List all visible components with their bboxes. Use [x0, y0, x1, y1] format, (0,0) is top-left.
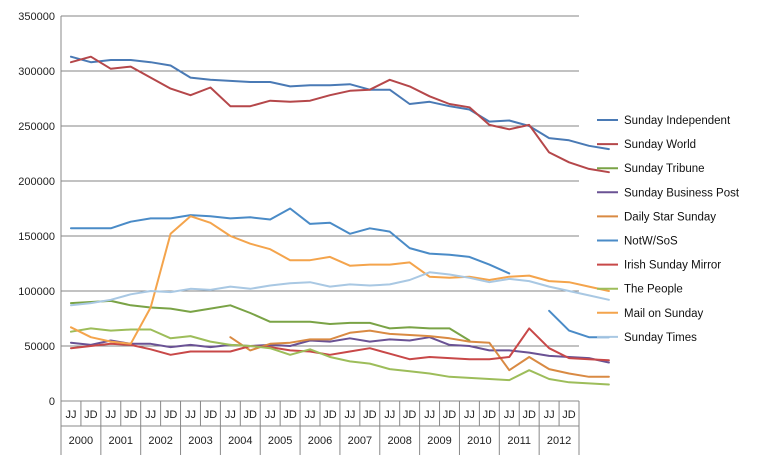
y-tick-label: 150000: [18, 231, 55, 243]
series-line-irish-sunday-mirror: [69, 327, 610, 362]
y-tick-label: 0: [49, 396, 55, 408]
series-line-sunday-times: [69, 271, 610, 307]
x-period-label: JJ: [145, 409, 156, 421]
x-period-label: JJ: [105, 409, 116, 421]
x-period-label: JD: [164, 409, 178, 421]
x-period-label: JD: [522, 409, 536, 421]
x-period-label: JJ: [65, 409, 76, 421]
x-year-label: 2004: [228, 435, 252, 447]
y-tick-label: 100000: [18, 286, 55, 298]
x-year-label: 2005: [268, 435, 292, 447]
legend-label: Sunday Business Post: [624, 187, 740, 199]
legend-label: Daily Star Sunday: [624, 211, 716, 223]
x-period-label: JJ: [384, 409, 395, 421]
x-period-label: JJ: [225, 409, 236, 421]
series-line-daily-star-sunday: [229, 329, 610, 378]
x-period-label: JJ: [344, 409, 355, 421]
y-tick-label: 350000: [18, 11, 55, 23]
legend-label: Sunday Independent: [624, 115, 731, 127]
legend-label: Sunday Tribune: [624, 163, 705, 175]
x-period-label: JJ: [464, 409, 475, 421]
legend-label: Irish Sunday Mirror: [624, 260, 721, 272]
x-period-label: JJ: [544, 409, 555, 421]
series-line-sunday-independent: [69, 55, 610, 151]
x-year-label: 2007: [348, 435, 372, 447]
y-tick-label: 50000: [24, 341, 55, 353]
x-period-label: JJ: [504, 409, 515, 421]
x-period-label: JD: [244, 409, 258, 421]
x-year-label: 2003: [188, 435, 212, 447]
y-tick-label: 250000: [18, 121, 55, 133]
y-tick-label: 200000: [18, 176, 55, 188]
x-year-label: 2010: [467, 435, 491, 447]
x-period-label: JD: [84, 409, 98, 421]
x-period-label: JD: [124, 409, 138, 421]
series-line-the-people: [69, 327, 610, 386]
series-line-sunday-world: [69, 55, 610, 174]
series-line-sunday-tribune: [69, 299, 471, 342]
x-period-label: JJ: [185, 409, 196, 421]
x-period-label: JD: [323, 409, 337, 421]
x-year-label: 2008: [387, 435, 411, 447]
x-period-label: JD: [443, 409, 457, 421]
legend-label: Sunday World: [624, 139, 696, 151]
x-year-label: 2011: [507, 435, 531, 447]
x-year-label: 2009: [427, 435, 451, 447]
x-period-label: JJ: [265, 409, 276, 421]
x-year-label: 2000: [69, 435, 93, 447]
x-year-label: 2006: [308, 435, 332, 447]
x-year-label: 2012: [547, 435, 571, 447]
legend-label: NotW/SoS: [624, 236, 678, 248]
legend-label: Sunday Times: [624, 332, 697, 344]
x-period-label: JD: [204, 409, 218, 421]
x-period-label: JD: [483, 409, 497, 421]
x-period-label: JD: [363, 409, 377, 421]
x-year-label: 2002: [148, 435, 172, 447]
x-period-label: JD: [283, 409, 297, 421]
series-line-sunday-business-post: [69, 336, 610, 364]
x-year-label: 2001: [109, 435, 133, 447]
legend-label: The People: [624, 284, 683, 296]
x-period-label: JD: [562, 409, 576, 421]
legend-label: Mail on Sunday: [624, 308, 704, 320]
x-period-label: JJ: [305, 409, 316, 421]
y-tick-label: 300000: [18, 66, 55, 78]
x-period-label: JD: [403, 409, 417, 421]
x-period-label: JJ: [424, 409, 435, 421]
series-line-notw-sos: [69, 207, 610, 339]
series-line-mail-on-sunday: [69, 215, 610, 345]
